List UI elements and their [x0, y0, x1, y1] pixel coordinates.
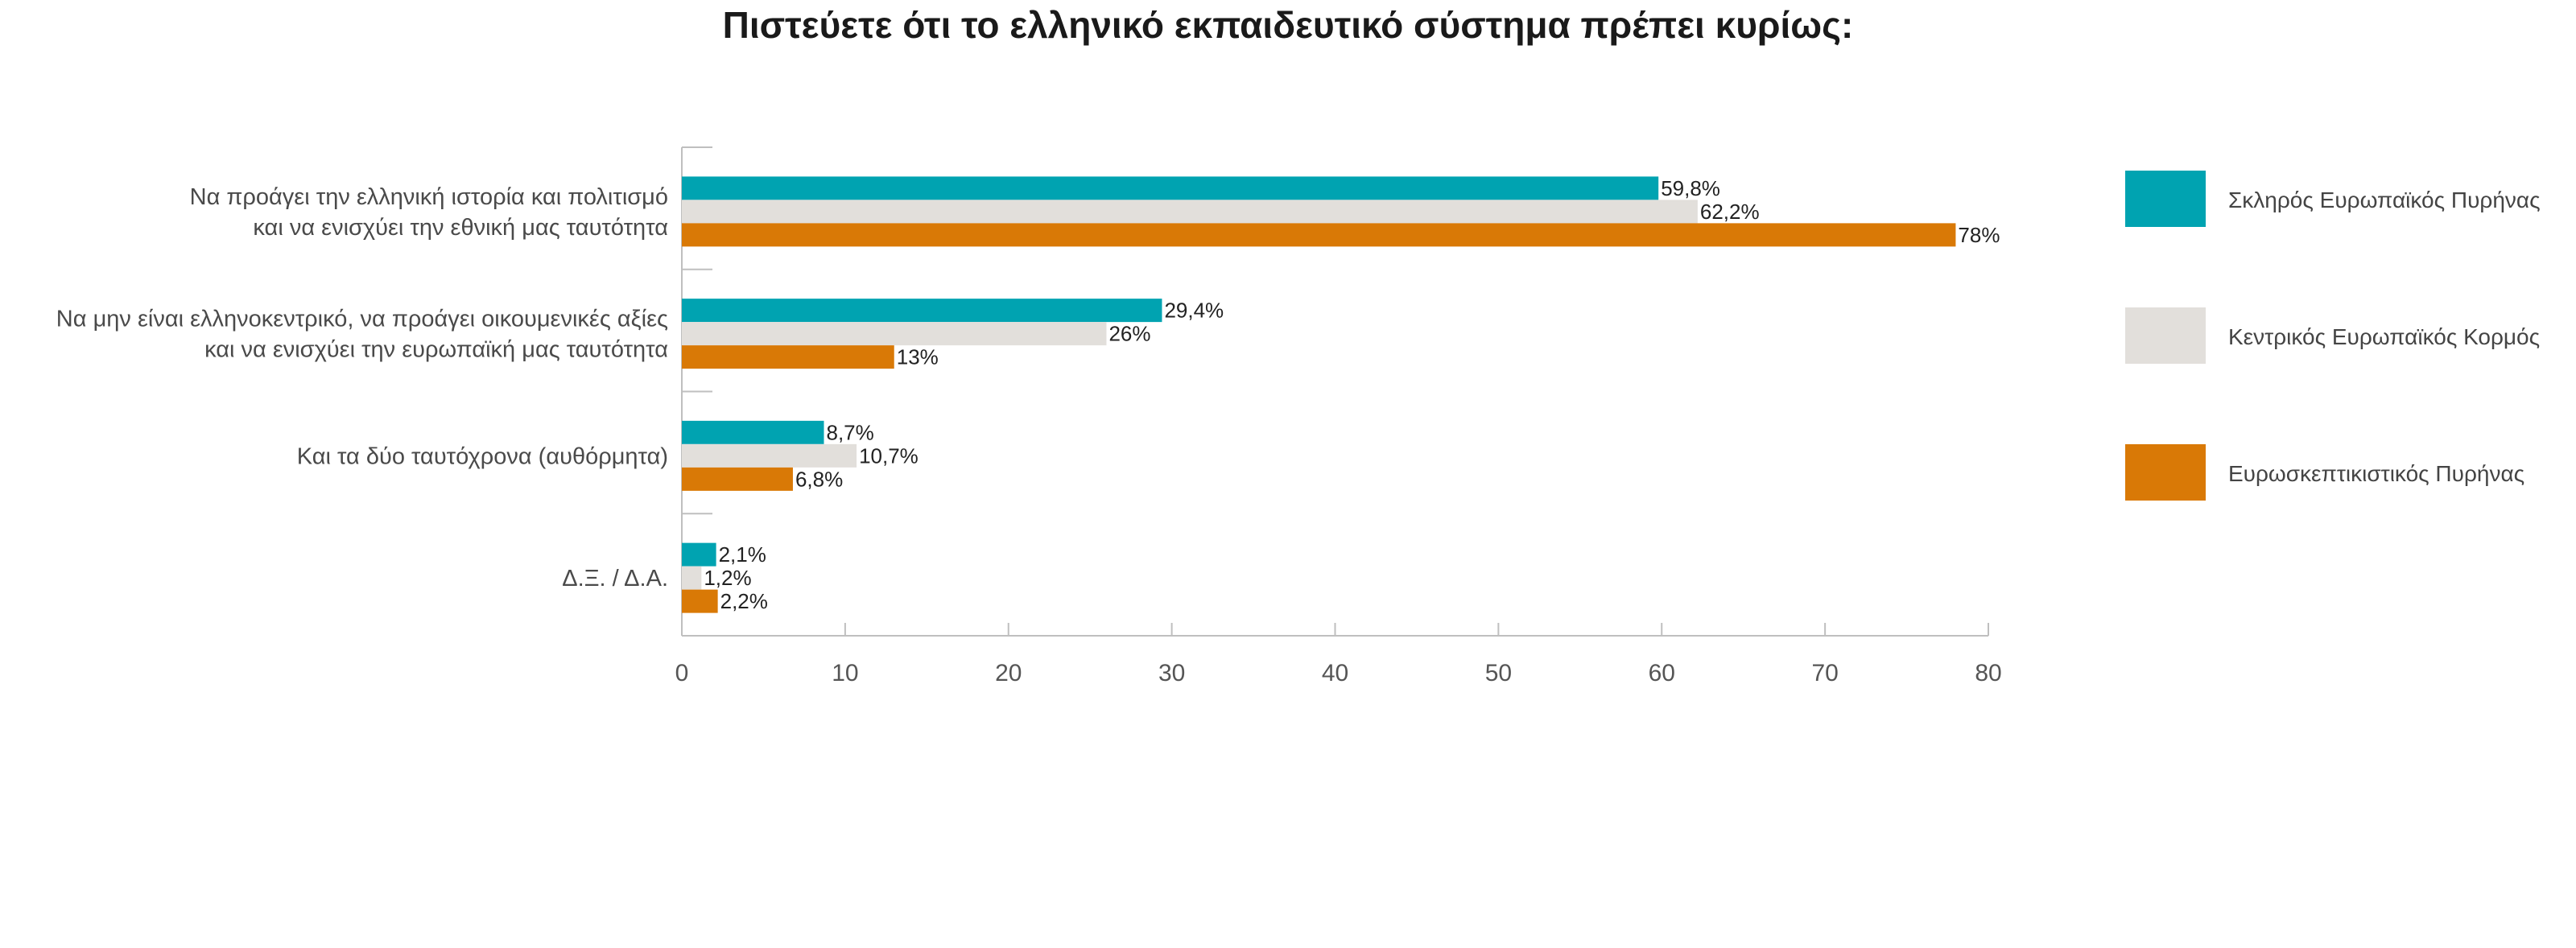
data-label: 62,2%: [1700, 200, 1760, 224]
bar: [682, 589, 718, 613]
bar: [682, 223, 1956, 247]
bar: [682, 542, 716, 567]
category-label: Και τα δύο ταυτόχρονα (αυθόρμητα): [297, 443, 668, 469]
x-tick-label: 70: [1811, 660, 1838, 686]
chart-title: Πιστεύετε ότι το ελληνικό εκπαιδευτικό σ…: [722, 4, 1854, 46]
bars: [682, 176, 1956, 613]
x-tick-label: 10: [832, 660, 858, 686]
legend-label: Ευρωσκεπτικιστικός Πυρήνας: [2228, 461, 2524, 486]
data-label: 6,8%: [795, 467, 843, 491]
x-tick-label: 80: [1975, 660, 2001, 686]
category-label: Να προάγει την ελληνική ιστορία και πολι…: [190, 184, 668, 210]
category-label: και να ενισχύει την ευρωπαϊκή μας ταυτότ…: [204, 337, 668, 363]
value-labels: 59,8%62,2% 78% 29,4% 26% 13% 8,7%10,7% 6,8% 2,1…: [704, 176, 2000, 613]
category-labels: Να προάγει την ελληνική ιστορία και πολι…: [56, 184, 668, 591]
legend: Σκληρός Ευρωπαϊκός Πυρήνας Κεντρικός Ευρω…: [2125, 171, 2541, 501]
x-tick-label: 60: [1649, 660, 1675, 686]
x-tick-label: 50: [1485, 660, 1512, 686]
category-label: Να μην είναι ελληνοκεντρικό, να προάγει …: [56, 307, 668, 332]
legend-swatch: [2125, 171, 2206, 227]
x-tick-label: 40: [1322, 660, 1348, 686]
data-label: 10,7%: [859, 443, 919, 468]
bar: [682, 467, 793, 491]
bar: [682, 200, 1698, 224]
bar: [682, 322, 1107, 346]
data-label: 2,2%: [720, 589, 768, 613]
data-label: 1,2%: [704, 566, 751, 590]
legend-swatch: [2125, 444, 2206, 501]
bar: [682, 345, 894, 369]
legend-label: Κεντρικός Ευρωπαϊκός Κορμός: [2228, 324, 2540, 349]
x-tick-labels: 0 10 20 30 40 50 60 70 80: [675, 660, 2002, 686]
x-tick-label: 30: [1158, 660, 1185, 686]
legend-label: Σκληρός Ευρωπαϊκός Πυρήνας: [2228, 188, 2541, 212]
data-label: 29,4%: [1164, 299, 1224, 323]
data-label: 8,7%: [827, 420, 874, 444]
data-label: 2,1%: [719, 542, 766, 567]
x-tick-label: 20: [995, 660, 1022, 686]
bar: [682, 176, 1659, 200]
category-label: Δ.Ξ. / Δ.Α.: [562, 566, 668, 591]
bar: [682, 443, 857, 468]
data-label: 59,8%: [1661, 176, 1720, 200]
bar: [682, 566, 702, 590]
legend-swatch: [2125, 307, 2206, 364]
x-tick-label: 0: [675, 660, 689, 686]
data-label: 78%: [1958, 223, 2000, 247]
bar: [682, 299, 1162, 323]
category-label: και να ενισχύει την εθνική μας ταυτότητα: [253, 215, 668, 241]
data-label: 13%: [897, 345, 939, 369]
bar: [682, 420, 824, 444]
data-label: 26%: [1108, 322, 1150, 346]
